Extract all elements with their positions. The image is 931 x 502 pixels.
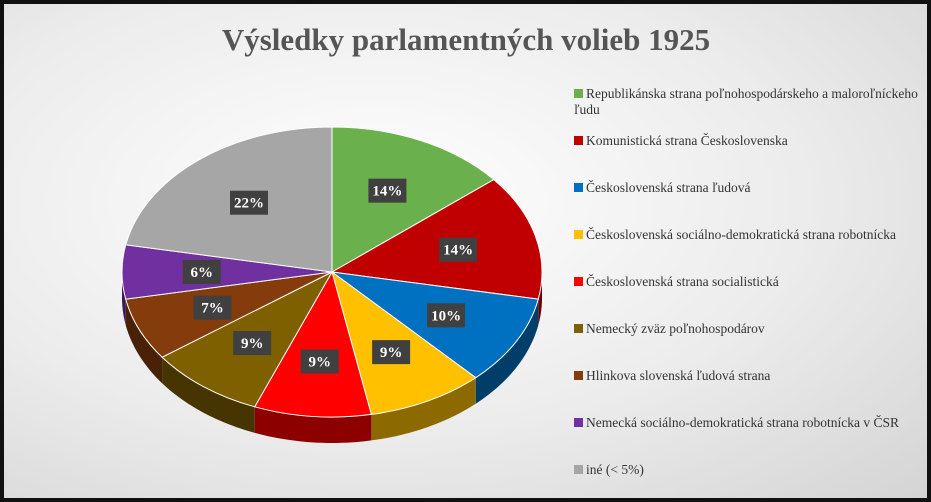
label-box	[372, 340, 411, 365]
label-box	[300, 349, 339, 374]
legend-label: Československá strana ľudová	[586, 180, 751, 195]
legend-label: iné (< 5%)	[586, 462, 644, 477]
label-box	[182, 260, 221, 284]
legend-item: Československá strana ľudová	[574, 180, 927, 196]
legend-label: Hlinkova slovenská ľudová strana	[586, 368, 771, 383]
legend-swatch	[574, 230, 583, 239]
legend-swatch	[574, 183, 583, 192]
legend-item: Komunistická strana Československa	[574, 133, 927, 149]
legend-swatch	[574, 371, 583, 380]
legend-swatch	[574, 465, 583, 474]
chart-title: Výsledky parlamentných volieb 1925	[222, 22, 710, 57]
legend-swatch	[574, 136, 583, 145]
pie-side	[254, 406, 372, 443]
data-label: 9%	[308, 355, 331, 371]
data-label: 22%	[234, 196, 264, 212]
chart: Výsledky parlamentných volieb 1925 14% 14…	[121, 22, 710, 443]
legend-item: Republikánska strana poľnohospodárskeho …	[574, 86, 927, 118]
data-label: 14%	[372, 184, 402, 200]
legend-item: Československá sociálno-demokratická str…	[574, 227, 927, 243]
legend-label: Republikánska strana poľnohospodárskeho …	[574, 86, 918, 117]
legend-label: Komunistická strana Československa	[586, 133, 788, 148]
data-label: 9%	[241, 336, 264, 352]
data-label: 9%	[380, 345, 403, 361]
pie-slice	[331, 126, 495, 273]
legend-item: Hlinkova slovenská ľudová strana	[574, 368, 927, 384]
pie-side	[125, 299, 163, 384]
data-label: 7%	[201, 301, 224, 317]
pie-side	[538, 272, 542, 326]
data-label: 6%	[191, 265, 214, 281]
data-label: 10%	[431, 308, 461, 324]
legend-item: iné (< 5%)	[574, 462, 927, 478]
label-box	[368, 178, 407, 203]
legend-item: Nemecký zväz poľnohospodárov	[574, 321, 927, 337]
legend-swatch	[574, 418, 583, 427]
pie-side	[371, 377, 476, 441]
label-box	[427, 303, 466, 328]
label-box	[230, 190, 269, 215]
label-box	[233, 331, 272, 356]
pie-slice	[253, 270, 372, 418]
legend-swatch	[574, 277, 583, 286]
label-box	[439, 237, 478, 262]
label-box	[193, 295, 232, 320]
legend-swatch	[574, 324, 583, 333]
legend-item: Československá strana socialistická	[574, 274, 927, 290]
legend-item: Nemecká sociálno-demokratická strana rob…	[574, 415, 927, 431]
legend-label: Nemecký zväz poľnohospodárov	[586, 321, 765, 336]
pie-slice	[125, 126, 333, 273]
legend-label: Nemecká sociálno-demokratická strana rob…	[586, 415, 900, 430]
data-label: 14%	[443, 243, 473, 259]
pie-side	[475, 299, 539, 404]
pie-side	[122, 272, 126, 326]
legend-label: Československá strana socialistická	[586, 274, 779, 289]
legend-label: Československá sociálno-demokratická str…	[586, 227, 897, 242]
legend-swatch	[574, 89, 583, 98]
pie-slice	[330, 178, 543, 300]
